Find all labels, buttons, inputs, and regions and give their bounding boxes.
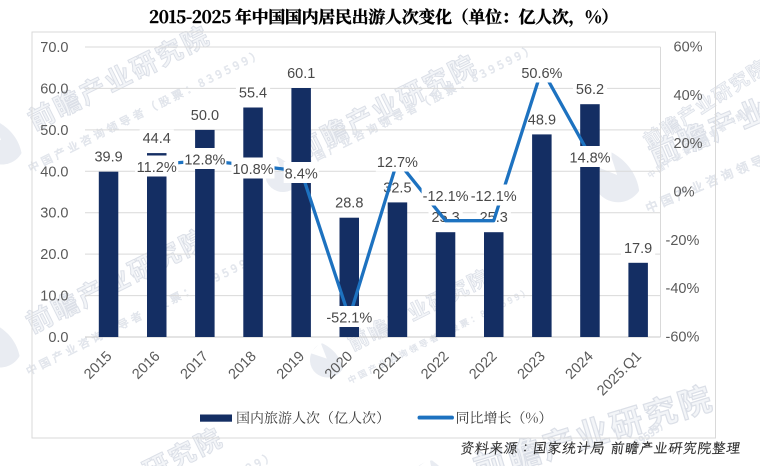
svg-text:60.1: 60.1 — [287, 66, 315, 82]
svg-text:-12.1%: -12.1% — [423, 189, 469, 205]
svg-text:70.0: 70.0 — [40, 40, 68, 56]
svg-text:50.0: 50.0 — [40, 123, 68, 139]
svg-text:0%: 0% — [674, 185, 695, 201]
svg-text:20.0: 20.0 — [40, 247, 68, 263]
svg-text:10.0: 10.0 — [40, 289, 68, 305]
svg-text:-52.1%: -52.1% — [326, 311, 372, 327]
svg-text:14.8%: 14.8% — [569, 151, 610, 167]
svg-text:-60%: -60% — [666, 330, 700, 346]
svg-text:50.0: 50.0 — [191, 108, 219, 124]
svg-text:11.2%: 11.2% — [137, 160, 177, 176]
svg-text:-20%: -20% — [666, 233, 700, 249]
svg-text:40%: 40% — [674, 88, 703, 104]
svg-text:17.9: 17.9 — [624, 241, 652, 257]
svg-text:0.0: 0.0 — [48, 330, 68, 346]
svg-text:12.7%: 12.7% — [377, 155, 418, 171]
svg-text:44.4: 44.4 — [143, 131, 171, 147]
svg-text:30.0: 30.0 — [40, 206, 68, 222]
svg-text:55.4: 55.4 — [239, 86, 267, 102]
svg-text:12.8%: 12.8% — [184, 153, 225, 169]
svg-text:8.4%: 8.4% — [285, 167, 318, 183]
svg-text:10.8%: 10.8% — [232, 162, 273, 178]
svg-text:28.8: 28.8 — [335, 196, 363, 212]
svg-text:-40%: -40% — [666, 281, 700, 297]
svg-text:56.2: 56.2 — [576, 82, 604, 98]
svg-text:50.6%: 50.6% — [521, 66, 562, 82]
svg-text:20%: 20% — [674, 136, 703, 152]
svg-text:48.9: 48.9 — [528, 112, 556, 128]
svg-text:-12.1%: -12.1% — [471, 189, 517, 205]
svg-text:60%: 60% — [674, 40, 703, 56]
svg-text:40.0: 40.0 — [40, 164, 68, 180]
svg-text:60.0: 60.0 — [40, 81, 68, 97]
svg-text:39.9: 39.9 — [94, 150, 122, 166]
